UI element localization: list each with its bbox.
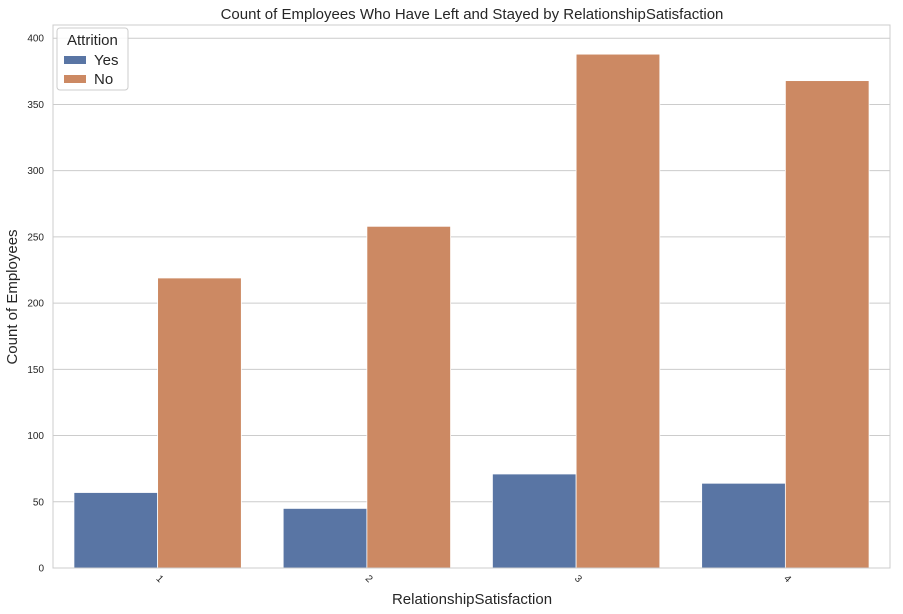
y-tick-label: 100 (27, 431, 44, 442)
y-tick-label: 200 (27, 299, 44, 310)
y-tick-label: 250 (27, 232, 44, 243)
y-tick-label: 50 (33, 497, 45, 508)
bar-no-3 (575, 53, 661, 569)
chart-title: Count of Employees Who Have Left and Sta… (221, 6, 724, 23)
bar-yes-3 (492, 473, 577, 569)
x-tick-label: 2 (363, 573, 375, 585)
y-tick-label: 150 (27, 365, 44, 376)
legend-swatch-no (64, 75, 86, 83)
legend-label-yes: Yes (94, 52, 118, 69)
bar-no-1 (157, 277, 242, 569)
legend: Attrition Yes No (56, 27, 129, 91)
y-tick-label: 400 (27, 34, 44, 45)
legend-box (56, 27, 129, 91)
legend-swatch-yes (64, 56, 86, 64)
x-tick-label: 1 (154, 573, 166, 585)
bar-no-2 (366, 225, 451, 569)
y-axis-label: Count of Employees (4, 229, 21, 364)
legend-title: Attrition (67, 32, 118, 49)
x-tick-label: 4 (781, 573, 793, 585)
y-tick-labels: 0 50 100 150 200 250 300 350 400 (27, 34, 44, 575)
bar-no-4 (784, 80, 870, 569)
plot-frame (52, 24, 891, 569)
x-tick-labels: 1 2 3 4 (154, 573, 794, 585)
bars (73, 53, 870, 569)
bar-yes-1 (73, 492, 159, 569)
x-axis-label: RelationshipSatisfaction (392, 591, 552, 608)
x-tick-label: 3 (572, 573, 584, 585)
y-tick-label: 0 (38, 564, 44, 575)
y-tick-label: 300 (27, 166, 44, 177)
y-tick-label: 350 (27, 100, 44, 111)
legend-label-no: No (94, 71, 113, 88)
bar-yes-4 (701, 482, 786, 569)
bar-yes-2 (282, 508, 368, 569)
